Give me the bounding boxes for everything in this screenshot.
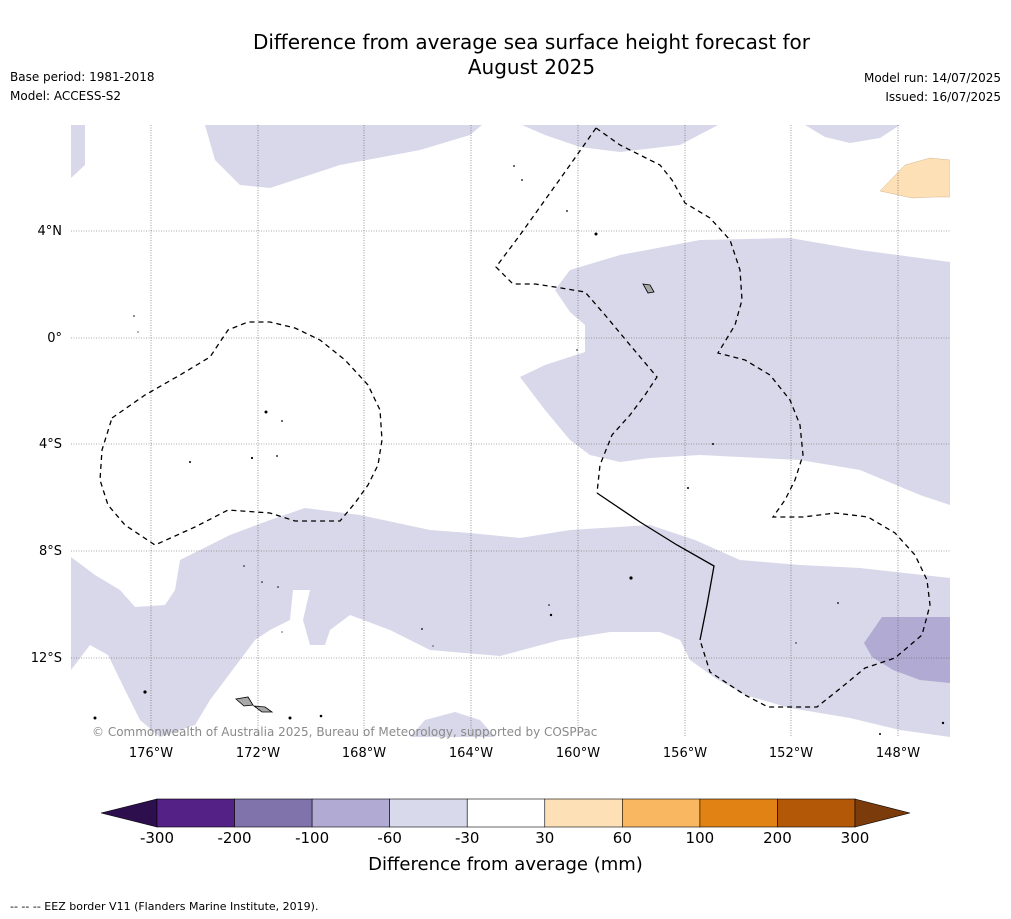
anomaly-region-medium: [864, 617, 950, 683]
colorbar-tick: 30: [535, 829, 555, 847]
colorbar-label: Difference from average (mm): [368, 854, 643, 875]
colorbar-tick: -300: [139, 829, 175, 847]
colorbar-tick: 100: [685, 829, 715, 847]
issued-date: Issued: 16/07/2025: [885, 90, 1001, 104]
colorbar-tick: -200: [217, 829, 252, 847]
lon-label-152w: 152°W: [768, 746, 814, 761]
title-line-1: Difference from average sea surface heig…: [252, 30, 811, 54]
anomaly-region-light: [71, 125, 950, 737]
lon-label-160w: 160°W: [555, 746, 601, 761]
colorbar-segments: [100, 798, 911, 828]
small-islets: [93, 165, 945, 735]
lon-label-176w: 176°W: [128, 746, 174, 761]
lat-label-0: 0°: [47, 331, 62, 346]
colorbar-segment: [234, 798, 313, 828]
anomaly-region-positive: [879, 157, 950, 199]
gridlines: [71, 125, 950, 737]
map-title: Difference from average sea surface heig…: [0, 30, 1011, 80]
model-name: Model: ACCESS-S2: [10, 89, 122, 103]
colorbar-segment: [544, 798, 623, 828]
lon-label-172w: 172°W: [235, 746, 281, 761]
colorbar-extend-high: [854, 798, 911, 828]
eez-borders: [99, 127, 931, 708]
lat-label-12s: 12°S: [30, 651, 62, 666]
colorbar-tick: 60: [612, 829, 632, 847]
meta-left: Base period: 1981-2018 Model: ACCESS-S2: [10, 68, 155, 106]
lon-label-156w: 156°W: [662, 746, 708, 761]
lon-label-168w: 168°W: [341, 746, 387, 761]
colorbar-segment: [777, 798, 856, 828]
colorbar-segment: [156, 798, 235, 828]
colorbar-segment: [311, 798, 390, 828]
lat-label-4n: 4°N: [37, 224, 63, 239]
lon-label-164w: 164°W: [448, 746, 494, 761]
eez-footnote: -- -- -- EEZ border V11 (Flanders Marine…: [10, 900, 319, 913]
title-line-2: August 2025: [467, 55, 596, 79]
colorbar-tick: 300: [840, 829, 870, 847]
lon-label-148w: 148°W: [875, 746, 921, 761]
colorbar-extend-low: [100, 798, 158, 828]
colorbar-tick: -30: [454, 829, 480, 847]
lat-label-4s: 4°S: [38, 437, 62, 452]
colorbar-tick: -100: [295, 829, 330, 847]
islands: [235, 283, 655, 713]
lat-label-8s: 8°S: [38, 544, 62, 559]
colorbar-segment: [466, 798, 546, 828]
colorbar-tick: -60: [377, 829, 402, 847]
model-run-date: Model run: 14/07/2025: [863, 71, 1001, 85]
colorbar-segment: [699, 798, 778, 828]
colorbar-tick: 200: [763, 829, 792, 847]
base-period: Base period: 1981-2018: [10, 70, 155, 84]
copyright-notice: © Commonwealth of Australia 2025, Bureau…: [92, 725, 598, 739]
colorbar-segment: [622, 798, 701, 828]
colorbar-segment: [389, 798, 468, 828]
meta-right: Model run: 14/07/2025 Issued: 16/07/2025: [864, 69, 1001, 107]
